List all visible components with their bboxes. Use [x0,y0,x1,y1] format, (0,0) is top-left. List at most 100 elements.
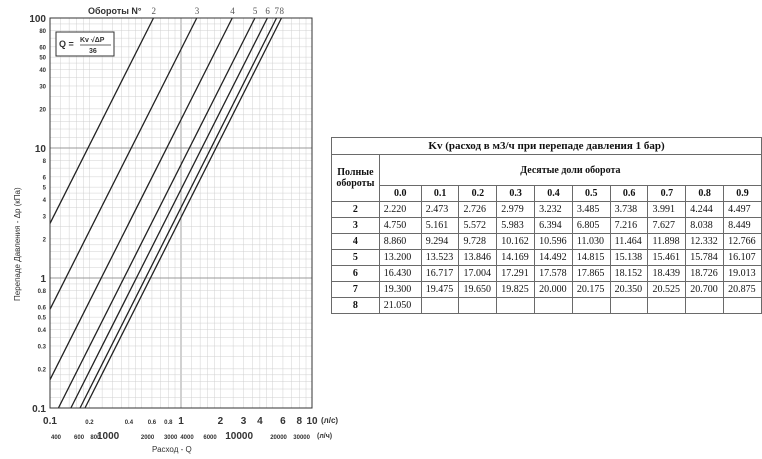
y-tick-label: 0.6 [38,305,47,311]
x2-tick-label: 600 [74,435,85,441]
table-cell: 5.572 [458,217,498,234]
table-cell: 9.728 [458,233,498,250]
y-tick-label: 80 [39,29,46,35]
formula-numerator: Kv √ΔP [80,36,105,44]
table-cell: 11.464 [609,233,649,250]
row-header: 2 [331,201,380,218]
table-cell: 7.216 [609,217,649,234]
x2-unit-label: (л/ч) [317,433,332,440]
formula-box: Q = Kv √ΔP 36 [55,31,115,57]
kv-table: Kv (расход в м3/ч при перепаде давления … [331,137,762,314]
table-cell: 3.738 [609,201,649,218]
table-row: 5 13.200 13.523 13.846 14.169 14.492 14.815 15.… [331,249,762,266]
table-cell: 19.013 [723,265,762,282]
table-cell: 11.030 [571,233,611,250]
table-cell [609,297,649,314]
formula-lhs: Q = [59,39,74,49]
table-cell: 20.700 [685,281,725,298]
row-header: 4 [331,233,380,250]
table-cell: 19.825 [496,281,536,298]
table-cell: 3.485 [571,201,611,218]
x2-tick-label: 10000 [225,431,253,442]
series-label-4: 4 [230,6,235,16]
series-label-3: 3 [195,6,200,16]
x2-tick-label: 1000 [97,431,120,442]
table-cell: 15.138 [609,249,649,266]
plot-frame [49,17,313,409]
table-cell: 14.492 [534,249,573,266]
table-cell: 9.294 [420,233,460,250]
x-tick-label: 10 [306,416,318,427]
column-header: 0.0 [378,185,422,202]
x-tick-label: 0.6 [148,420,157,426]
table-row: 3 4.750 5.161 5.572 5.983 6.394 6.805 7.216 7.62… [331,217,762,234]
column-header: 0.6 [609,185,649,202]
y-tick-label: 3 [43,214,47,220]
table-cell: 16.717 [420,265,460,282]
table-cell: 18.439 [647,265,687,282]
x2-tick-label: 800 [90,435,101,441]
table-cell: 11.898 [647,233,687,250]
table-cell: 16.430 [378,265,422,282]
x2-tick-label: 20000 [270,435,287,441]
y-tick-label: 4 [43,198,47,204]
row-header: 5 [331,249,380,266]
column-header: 0.3 [496,185,536,202]
table-cell: 6.394 [534,217,573,234]
series-line-4 [49,17,233,380]
table-cell: 17.865 [571,265,611,282]
table-cell: 15.461 [647,249,687,266]
column-header: 0.9 [723,185,762,202]
table-cell: 2.979 [496,201,536,218]
table-cell [496,297,536,314]
series-line-7 [79,17,278,409]
table-cell: 8.038 [685,217,725,234]
table-title: Kv (расход в м3/ч при перепаде давления … [331,137,762,155]
y-tick-label: 5 [43,186,47,192]
table-cell: 12.332 [685,233,725,250]
series-line-2 [49,17,155,224]
table-cell: 5.161 [420,217,460,234]
table-cell: 15.784 [685,249,725,266]
column-header: 0.8 [685,185,725,202]
table-cell [534,297,573,314]
y-tick-label: 50 [39,56,46,62]
x2-tick-label: 3000 [164,435,178,441]
table-cell: 20.875 [723,281,762,298]
series-line-6 [70,17,268,409]
table-cell: 19.300 [378,281,422,298]
series-label-6: 6 [265,6,270,16]
table-cell: 20.525 [647,281,687,298]
x-tick-label: 0.1 [43,416,57,427]
column-header: 0.4 [534,185,573,202]
table-cell: 13.200 [378,249,422,266]
column-header-row: 0.0 0.1 0.2 0.3 0.4 0.5 0.6 0.7 0.8 0.9 [332,185,762,202]
y-tick-label: 20 [39,107,46,113]
column-header: 0.1 [420,185,460,202]
chart-labels: 2 3 4 5 6 7 80.10.20.30.40.50.60.8123456810203… [29,6,318,442]
y-tick-label: 0.4 [38,328,47,334]
table-cell [458,297,498,314]
row-header: 8 [331,297,380,314]
series-label-5: 5 [253,6,258,16]
table-cell: 3.232 [534,201,573,218]
x-axis-label: Расход - Q [152,445,192,454]
y-tick-label: 2 [43,237,47,243]
x-tick-label: 0.4 [125,420,134,426]
table-cell: 21.050 [378,297,422,314]
x-tick-label: 3 [241,416,247,427]
table-cell: 13.523 [420,249,460,266]
x-tick-label: 6 [280,416,286,427]
table-cell: 20.000 [534,281,573,298]
chart-grid [49,18,312,409]
series-line-3 [49,17,198,310]
table-cell: 18.726 [685,265,725,282]
x-tick-label: 8 [297,416,303,427]
y-tick-label: 0.1 [32,404,46,415]
table-cell: 2.726 [458,201,498,218]
y-tick-label: 0.3 [38,344,47,350]
table-cell: 17.004 [458,265,498,282]
table-cell: 10.162 [496,233,536,250]
y-tick-label: 40 [39,68,46,74]
table-cell: 19.475 [420,281,460,298]
